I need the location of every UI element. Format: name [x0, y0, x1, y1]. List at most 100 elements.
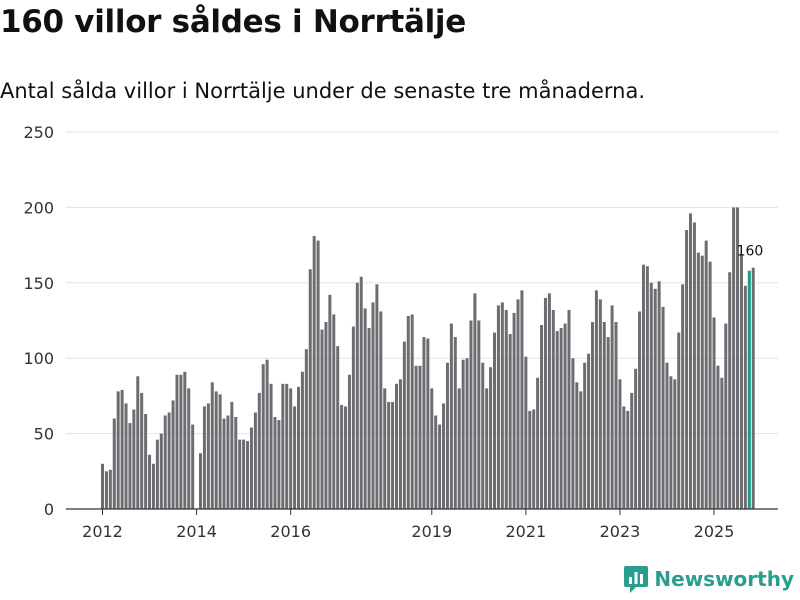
bar	[469, 320, 473, 509]
bar	[489, 367, 493, 509]
bar	[516, 299, 520, 509]
bar	[265, 359, 269, 509]
bar	[320, 329, 324, 509]
newsworthy-logo-icon	[624, 566, 649, 593]
bar	[591, 322, 594, 509]
bar	[520, 290, 524, 509]
bar	[712, 317, 716, 509]
bar	[496, 305, 500, 509]
y-tick-label: 0	[44, 500, 54, 519]
bar	[622, 406, 626, 509]
bar	[563, 323, 567, 509]
bar	[344, 406, 348, 509]
bar	[359, 276, 363, 509]
bar-highlight	[747, 270, 751, 509]
bar	[614, 322, 618, 509]
bar	[442, 403, 446, 509]
bar	[485, 388, 489, 509]
bar	[155, 439, 159, 509]
bar	[175, 374, 179, 509]
bar	[104, 471, 108, 509]
bar	[308, 269, 312, 509]
bar	[167, 412, 171, 509]
bar	[246, 441, 250, 509]
bar	[567, 309, 571, 509]
bar	[598, 299, 602, 509]
bar	[528, 410, 532, 509]
bar	[457, 388, 461, 509]
bar	[704, 240, 708, 510]
y-tick-label: 200	[23, 198, 54, 217]
y-tick-label: 50	[34, 425, 54, 444]
x-tick-label: 2019	[411, 522, 452, 541]
bar	[383, 388, 387, 509]
bar	[402, 341, 406, 509]
bar	[218, 394, 222, 509]
bar	[571, 358, 575, 509]
bar	[116, 391, 120, 509]
x-tick-label: 2023	[600, 522, 641, 541]
bar	[434, 415, 438, 509]
bar	[336, 346, 340, 509]
bar	[626, 410, 630, 509]
bar	[536, 377, 540, 509]
bar	[728, 272, 732, 509]
bar	[685, 230, 689, 509]
bar	[426, 338, 430, 509]
bar	[610, 305, 614, 509]
bar	[253, 412, 257, 509]
bar	[202, 406, 206, 509]
bar	[481, 362, 485, 509]
bar	[379, 311, 383, 509]
bar	[183, 371, 187, 509]
bar	[101, 463, 104, 509]
bar	[324, 322, 328, 509]
bar	[391, 401, 395, 509]
bar	[716, 365, 720, 509]
bar	[328, 294, 332, 509]
bar	[257, 392, 261, 509]
x-tick-label: 2016	[270, 522, 311, 541]
bar	[108, 469, 112, 509]
bar	[406, 315, 410, 509]
bar	[375, 284, 379, 509]
bar	[602, 322, 606, 509]
bar	[618, 379, 622, 509]
annotations: 160	[737, 244, 764, 260]
bar	[638, 311, 642, 509]
bar	[547, 293, 551, 509]
bar	[332, 314, 336, 509]
bar	[689, 213, 692, 509]
bar	[199, 453, 202, 509]
brand-logo: Newsworthy	[624, 564, 794, 594]
bar	[438, 424, 442, 509]
bar	[540, 325, 544, 509]
x-tick-label: 2021	[506, 522, 547, 541]
bar	[504, 309, 508, 509]
bar	[696, 252, 700, 509]
bar	[724, 323, 728, 509]
bar	[739, 254, 743, 509]
bar	[289, 388, 293, 509]
bar	[191, 424, 195, 509]
bar	[630, 392, 634, 509]
bar	[453, 337, 457, 509]
bar	[206, 403, 210, 509]
bar	[461, 359, 465, 509]
bar	[222, 418, 226, 509]
bar	[242, 439, 246, 509]
bar	[449, 323, 453, 509]
bar	[367, 328, 371, 509]
bar	[132, 409, 136, 509]
bar	[144, 413, 148, 509]
bar	[179, 374, 183, 509]
bar	[512, 312, 516, 509]
bar	[340, 404, 344, 509]
bar	[312, 236, 316, 509]
bar	[249, 427, 253, 509]
bar	[720, 377, 724, 509]
bar	[736, 207, 740, 509]
bar	[732, 207, 736, 509]
bar	[273, 417, 277, 509]
